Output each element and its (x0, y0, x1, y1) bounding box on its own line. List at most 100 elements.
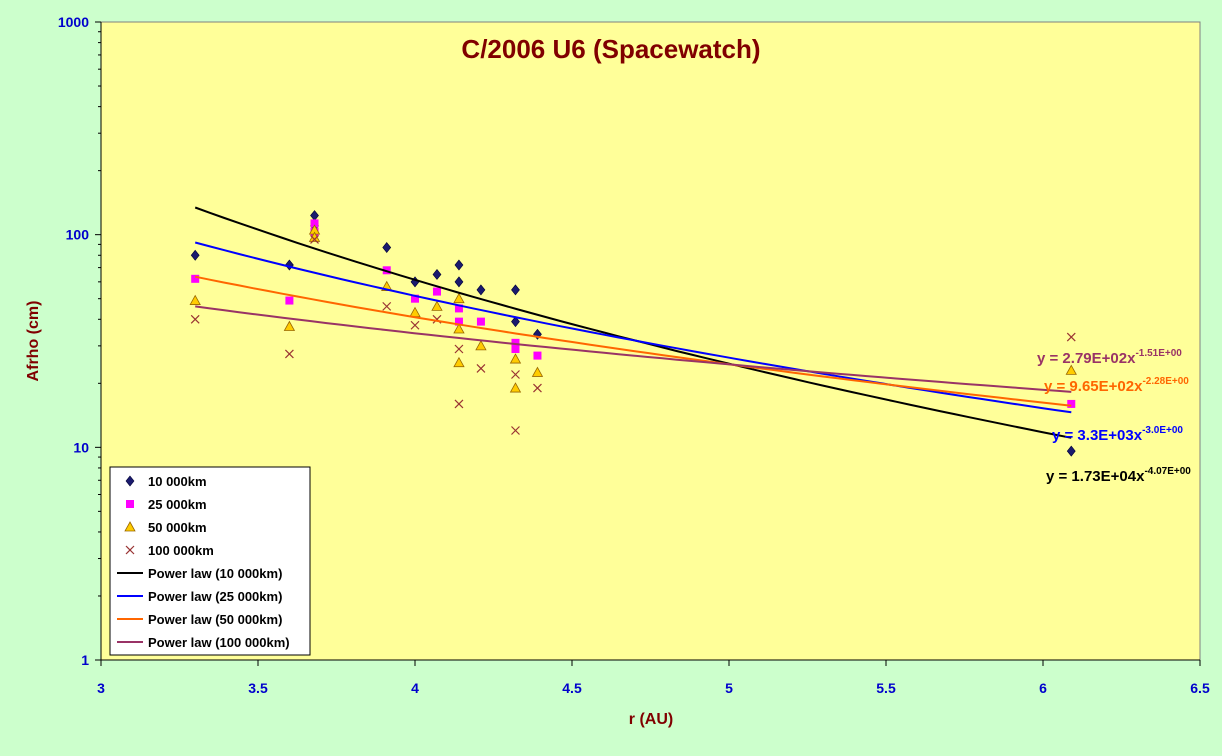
data-point (511, 426, 520, 435)
legend-label: Power law (25 000km) (148, 589, 282, 604)
legend: 10 000km 25 000km 50 000km 100 000km Power l… (109, 466, 311, 656)
x-tick-label: 5.5 (876, 680, 896, 696)
data-point (454, 344, 464, 354)
x-marker-stroke (476, 363, 486, 373)
x-axis-title: r (AU) (629, 711, 673, 728)
x-tick-label: 3 (97, 680, 105, 696)
legend-marker (124, 521, 136, 532)
legend-label: Power law (10 000km) (148, 566, 282, 581)
data-point (509, 382, 522, 393)
legend-label: 50 000km (148, 520, 207, 535)
x-marker-stroke (190, 314, 200, 324)
data-point (476, 363, 486, 373)
data-point (432, 287, 441, 296)
x-marker-stroke (454, 344, 464, 354)
trendline (194, 275, 1072, 407)
data-point (1066, 445, 1076, 457)
x-marker-stroke (382, 301, 392, 311)
data-point (454, 304, 463, 313)
y-axis-title: Afrho (cm) (25, 301, 42, 382)
data-point (454, 317, 463, 326)
series-100-000km (190, 234, 1076, 435)
x-marker-stroke (432, 314, 442, 324)
y-tick-label: 1 (81, 652, 89, 668)
data-point (1065, 364, 1077, 375)
series-50-000km (189, 224, 1077, 393)
data-point (310, 234, 319, 244)
trendline-exponent: -4.07E+00 (1144, 466, 1191, 477)
x-tick-label: 6 (1039, 680, 1047, 696)
x-tick-label: 5 (725, 680, 733, 696)
data-point (511, 284, 520, 296)
trendline (194, 241, 1072, 414)
x-marker-stroke (511, 370, 520, 379)
legend-label: 10 000km (148, 474, 207, 489)
trendline-exponent: -2.28E+00 (1142, 376, 1189, 387)
data-point (476, 317, 485, 326)
legend-label: 100 000km (148, 543, 214, 558)
trendline-exponent: -1.51E+00 (1135, 348, 1182, 359)
trendline-exponent: -3.0E+00 (1142, 425, 1183, 436)
trendline (195, 305, 1072, 393)
legend-marker (125, 475, 135, 487)
data-point (453, 356, 465, 368)
legend-box (109, 466, 311, 656)
data-point (453, 323, 465, 334)
data-point (431, 300, 443, 311)
x-marker-stroke (454, 399, 464, 409)
data-point (476, 284, 486, 296)
x-tick-label: 4.5 (562, 680, 582, 696)
x-tick-label: 3.5 (248, 680, 268, 696)
data-point (511, 344, 520, 353)
data-point (454, 276, 464, 288)
data-point (410, 320, 420, 330)
legend-marker (125, 545, 135, 555)
data-point (190, 249, 200, 261)
data-point (511, 370, 520, 379)
data-point (454, 259, 464, 271)
data-point (531, 366, 544, 377)
data-point (284, 349, 294, 359)
data-point (411, 294, 419, 303)
data-point (1066, 332, 1076, 342)
legend-label: Power law (50 000km) (148, 612, 282, 627)
data-point (511, 338, 520, 347)
x-marker-stroke (533, 383, 542, 393)
data-point (191, 274, 200, 283)
data-point (533, 351, 542, 360)
y-tick-label: 100 (66, 227, 90, 243)
data-point (382, 301, 392, 311)
data-point (511, 316, 520, 328)
data-point (189, 294, 201, 305)
data-point (509, 353, 522, 364)
data-point (283, 320, 296, 331)
series-10-000km (190, 210, 1076, 457)
trendline-layer (194, 206, 1072, 439)
x-tick-label: 4 (411, 680, 419, 696)
data-point (533, 383, 542, 393)
data-point (432, 268, 442, 280)
data-point (190, 314, 200, 324)
axes-layer: 3 3.5 4 4.5 5 5.5 6 6.5 1 10 100 1000 (58, 14, 1210, 696)
x-marker-stroke (1066, 332, 1076, 342)
data-point (453, 292, 465, 304)
data-point (1067, 399, 1076, 408)
legend-label: 25 000km (148, 497, 207, 512)
y-tick-label: 10 (73, 439, 89, 455)
x-marker-stroke (511, 426, 520, 435)
legend-label: Power law (100 000km) (148, 635, 290, 650)
data-point (382, 242, 392, 254)
x-marker-stroke (125, 545, 135, 555)
x-tick-label: 6.5 (1190, 680, 1210, 696)
data-point (310, 219, 319, 228)
data-point (285, 296, 294, 305)
chart-title: C/2006 U6 (Spacewatch) (461, 34, 760, 64)
data-point (475, 340, 487, 351)
data-point (454, 399, 464, 409)
x-marker-stroke (310, 234, 319, 244)
legend-marker (126, 500, 134, 508)
y-tick-label: 1000 (58, 14, 89, 30)
x-marker-stroke (410, 320, 420, 330)
